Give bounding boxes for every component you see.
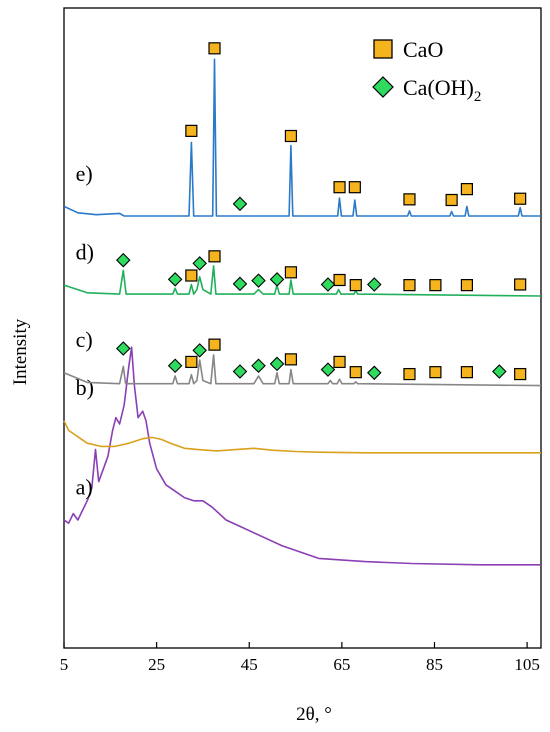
cao-marker xyxy=(185,355,198,369)
series-line xyxy=(63,354,542,387)
caoh2-marker xyxy=(232,276,248,292)
caoh2-marker xyxy=(115,252,131,268)
caoh2-marker xyxy=(251,273,266,288)
caoh2-marker xyxy=(320,277,336,292)
x-tick-label: 105 xyxy=(514,655,540,674)
caoh2-marker xyxy=(115,341,131,356)
cao-marker xyxy=(460,183,474,196)
x-tick-label: 85 xyxy=(426,655,443,674)
cao-marker xyxy=(429,366,442,379)
cao-marker xyxy=(460,279,474,292)
cao-marker xyxy=(208,42,221,55)
series-label: c) xyxy=(76,327,93,352)
cao-marker xyxy=(429,279,442,292)
caoh2-marker xyxy=(367,365,382,381)
legend-label: Ca(OH)2 xyxy=(403,75,481,105)
cao-marker xyxy=(333,273,346,287)
caoh2-marker xyxy=(167,272,183,287)
cao-marker xyxy=(348,181,361,194)
x-tick-label: 5 xyxy=(60,655,69,674)
y-axis-title: Intensity xyxy=(10,318,31,385)
caoh2-marker xyxy=(269,356,285,372)
cao-marker xyxy=(284,129,298,143)
plot-frame xyxy=(63,7,542,649)
cao-marker xyxy=(185,269,198,282)
caoh2-marker xyxy=(492,364,507,379)
caoh2-marker xyxy=(192,256,207,271)
cao-marker xyxy=(514,192,527,205)
legend-caoh2-marker xyxy=(372,76,394,98)
caoh2-marker xyxy=(192,343,207,358)
series-label: e) xyxy=(76,161,93,186)
cao-marker xyxy=(514,367,527,381)
legend-label: CaO xyxy=(403,37,443,62)
series-line xyxy=(63,265,542,297)
cao-marker xyxy=(333,181,346,194)
caoh2-marker xyxy=(167,358,183,374)
cao-marker xyxy=(403,367,416,381)
caoh2-marker xyxy=(251,358,266,374)
x-tick-label: 65 xyxy=(333,655,350,674)
plot-area: a) b) c) d) e) 5 25 45 65 85 105 xyxy=(60,7,542,674)
series-line xyxy=(63,346,541,566)
cao-marker xyxy=(403,193,416,206)
series-line xyxy=(63,58,541,217)
cao-marker xyxy=(284,266,298,279)
cao-marker xyxy=(284,353,298,366)
legend-label-subscript: 2 xyxy=(474,89,482,105)
x-axis-title: 2θ, ° xyxy=(296,704,332,725)
cao-marker xyxy=(460,366,474,379)
cao-marker xyxy=(445,193,458,207)
cao-marker xyxy=(185,124,198,137)
caoh2-marker xyxy=(232,364,248,379)
caoh2-marker xyxy=(269,272,285,287)
cao-marker xyxy=(403,279,416,292)
cao-marker xyxy=(349,366,362,379)
cao-marker xyxy=(208,250,221,263)
caoh2-marker xyxy=(367,277,382,292)
caoh2-marker xyxy=(320,362,336,377)
cao-marker xyxy=(208,338,221,351)
x-tick-label: 45 xyxy=(241,655,258,674)
legend: CaO Ca(OH)2 xyxy=(372,37,481,105)
legend-cao-marker xyxy=(373,39,393,59)
series-label: b) xyxy=(76,375,94,400)
cao-marker xyxy=(333,355,346,369)
series-line xyxy=(63,420,541,454)
cao-marker xyxy=(349,279,362,292)
cao-marker xyxy=(514,278,527,291)
series-label: a) xyxy=(76,474,93,499)
x-tick-label: 25 xyxy=(148,655,165,674)
series-label: d) xyxy=(76,240,94,265)
caoh2-marker xyxy=(232,196,248,212)
